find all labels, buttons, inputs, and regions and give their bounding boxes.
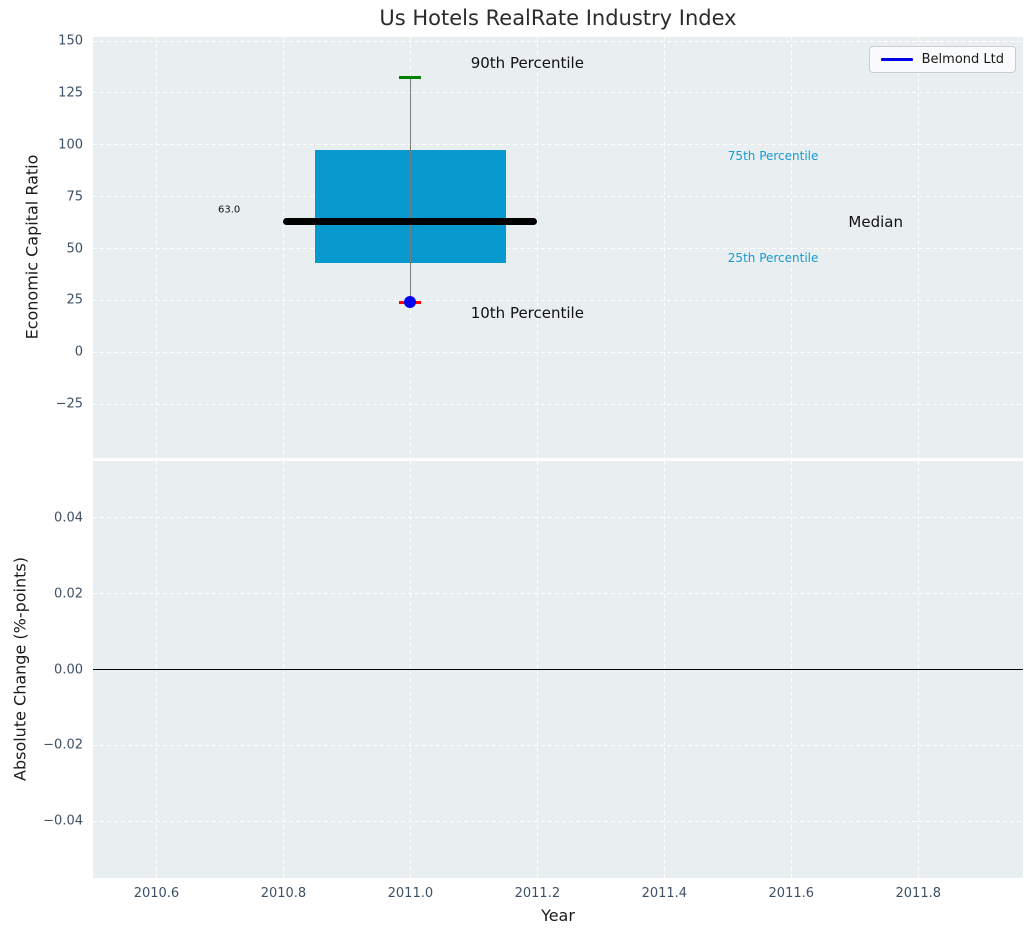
x-axis-label: Year [541,906,575,925]
x-tick-label: 2011.0 [387,886,434,901]
y-tick-label: 50 [66,241,83,257]
y-tick-label: 125 [58,85,83,101]
gridline-vertical [155,37,157,458]
company-marker [404,296,417,309]
y-tick-label: 0.00 [54,662,83,677]
gridline-vertical [790,37,792,458]
y-tick-label: 75 [66,189,83,205]
legend-line-icon [880,58,913,61]
gridline-horizontal [93,351,1023,353]
gridline-vertical [917,37,919,458]
y-tick-label: −0.02 [43,737,83,753]
annotation-median: Median [848,212,903,231]
gridline-horizontal [93,299,1023,301]
y-tick-label: 100 [58,137,83,153]
gridline-horizontal [93,144,1023,146]
y-tick-label: 0.04 [54,510,83,526]
gridline-vertical [663,37,665,458]
gridline-horizontal [93,744,1023,746]
zero-line [93,668,1023,671]
gridline-vertical [536,37,538,458]
y-tick-label: 0.02 [54,586,83,602]
gridline-horizontal [93,248,1023,250]
annotation-90th-percentile: 90th Percentile [470,53,584,72]
median-line [283,218,538,226]
bottom-y-axis-label: Absolute Change (%-points) [10,557,30,781]
gridline-horizontal [93,92,1023,94]
y-tick-label: 25 [66,292,83,308]
top-axes: Belmond Ltd [93,37,1023,458]
x-tick-label: 2010.8 [260,886,307,901]
p90-cap [399,75,422,80]
y-tick-label: 150 [58,33,83,49]
x-tick-label: 2010.6 [133,886,180,901]
bottom-axes [93,461,1023,878]
legend: Belmond Ltd [868,46,1016,73]
annotation-10th-percentile: 10th Percentile [470,303,584,322]
x-tick-label: 2011.8 [895,886,942,901]
gridline-horizontal [93,196,1023,198]
gridline-horizontal [93,403,1023,405]
y-tick-label: −0.04 [43,813,83,829]
y-tick-label: 0 [74,344,83,360]
gridline-horizontal [93,593,1023,595]
gridline-horizontal [93,40,1023,42]
gridline-vertical [282,37,284,458]
annotation-25th-percentile: 25th Percentile [727,250,819,265]
x-tick-label: 2011.2 [514,886,561,901]
annotation-75th-percentile: 75th Percentile [727,149,819,164]
whisker-line [409,77,412,303]
chart-title: Us Hotels RealRate Industry Index [379,6,737,30]
top-y-axis-label: Economic Capital Ratio [22,154,42,340]
x-tick-label: 2011.6 [768,886,815,901]
gridline-horizontal [93,820,1023,822]
x-tick-label: 2011.4 [641,886,688,901]
y-tick-label: −25 [55,396,83,412]
gridline-horizontal [93,517,1023,519]
legend-label: Belmond Ltd [921,52,1004,67]
annotation-63-0: 63.0 [218,204,241,216]
